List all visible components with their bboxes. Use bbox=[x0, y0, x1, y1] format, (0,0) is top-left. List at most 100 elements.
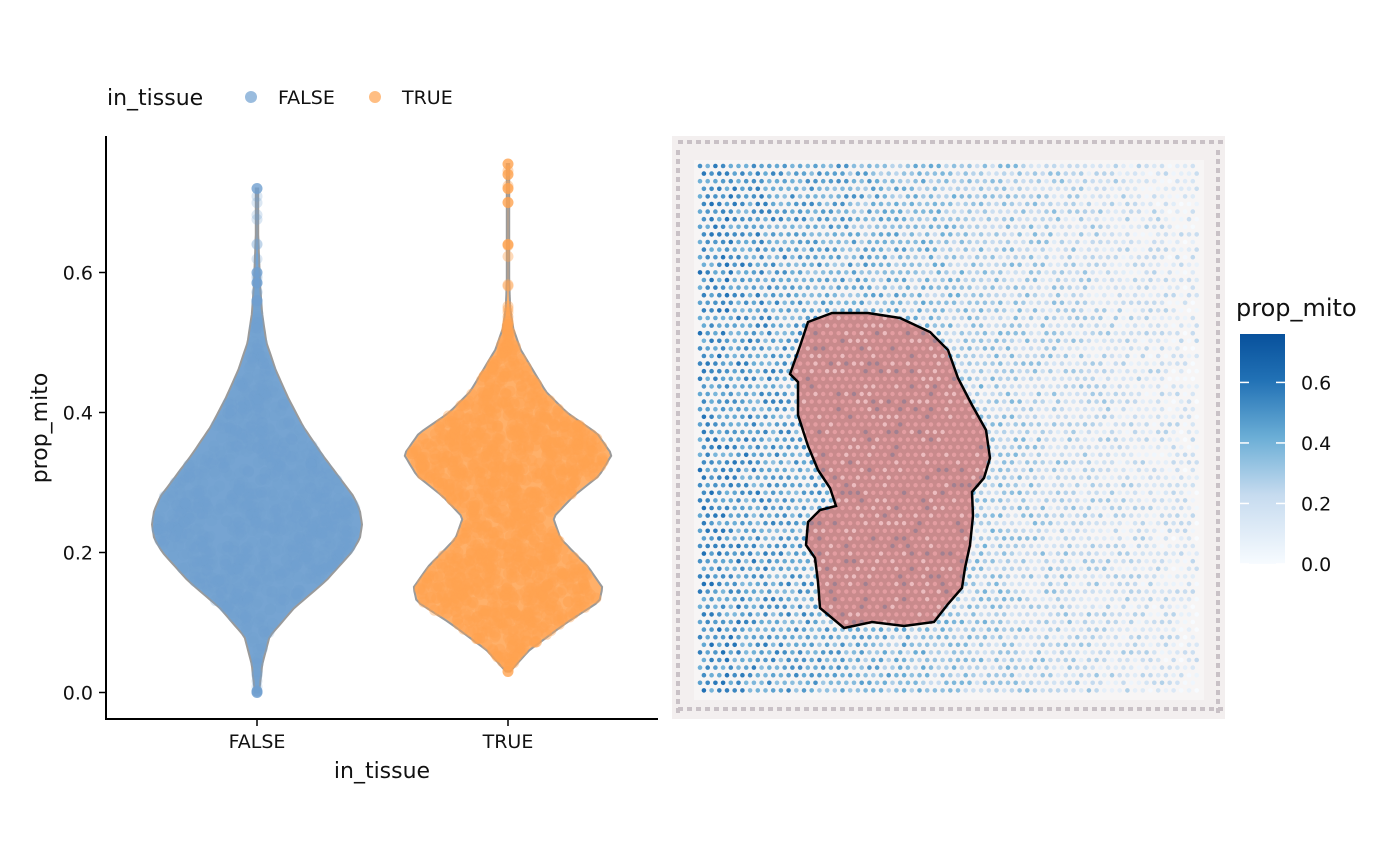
spot bbox=[767, 194, 772, 199]
spot bbox=[847, 186, 853, 192]
spot bbox=[1109, 384, 1115, 389]
spot bbox=[851, 346, 857, 351]
spot bbox=[743, 163, 749, 169]
spot bbox=[1140, 232, 1146, 237]
spot bbox=[844, 209, 849, 214]
spot bbox=[859, 300, 864, 306]
spot bbox=[801, 353, 807, 359]
spot bbox=[974, 254, 980, 260]
spot bbox=[1117, 171, 1122, 176]
fiducial-dot bbox=[1216, 528, 1220, 533]
data-point bbox=[256, 417, 268, 428]
spot bbox=[1048, 384, 1053, 389]
data-point bbox=[250, 517, 262, 529]
data-point bbox=[183, 462, 195, 474]
spot bbox=[894, 171, 899, 176]
spot bbox=[948, 399, 953, 404]
spot bbox=[944, 285, 949, 290]
spot bbox=[1144, 391, 1149, 397]
spot bbox=[1071, 368, 1076, 374]
data-point bbox=[278, 397, 290, 409]
spot bbox=[955, 384, 961, 389]
spot bbox=[1009, 201, 1015, 207]
spot bbox=[878, 262, 884, 268]
spot bbox=[894, 232, 899, 237]
spot bbox=[998, 300, 1003, 306]
data-point bbox=[416, 588, 428, 600]
spot bbox=[1102, 323, 1107, 328]
spot bbox=[1036, 209, 1042, 214]
data-point bbox=[304, 557, 315, 569]
spot bbox=[1148, 232, 1153, 237]
spot bbox=[805, 209, 811, 214]
spot bbox=[705, 300, 710, 306]
spot bbox=[767, 209, 772, 214]
data-point bbox=[290, 511, 302, 523]
fiducial-dot bbox=[687, 140, 692, 144]
spot bbox=[971, 216, 976, 222]
spot bbox=[897, 178, 903, 184]
spot bbox=[1117, 232, 1122, 237]
spot bbox=[770, 429, 776, 435]
spot bbox=[974, 300, 980, 306]
data-point bbox=[325, 561, 337, 573]
spot bbox=[836, 178, 841, 184]
data-point bbox=[270, 437, 282, 449]
spot bbox=[1009, 216, 1015, 222]
spot bbox=[809, 323, 814, 328]
spot bbox=[774, 437, 780, 442]
data-point bbox=[251, 488, 263, 500]
data-point bbox=[200, 545, 211, 557]
spot bbox=[709, 414, 714, 420]
spot bbox=[743, 194, 749, 199]
fiducial-dot bbox=[1182, 707, 1187, 711]
spot bbox=[1059, 376, 1065, 382]
fiducial-dot bbox=[786, 140, 791, 144]
spot bbox=[790, 194, 795, 199]
spot bbox=[1044, 391, 1049, 397]
spot bbox=[701, 201, 707, 207]
spot bbox=[751, 346, 757, 351]
spot bbox=[1152, 346, 1157, 351]
spot bbox=[998, 330, 1003, 336]
spot bbox=[763, 186, 768, 192]
y-tick-label: 0.4 bbox=[63, 403, 93, 425]
fiducial-dot bbox=[1056, 140, 1061, 144]
data-point bbox=[324, 500, 336, 512]
spot bbox=[770, 292, 776, 298]
spot bbox=[874, 285, 880, 290]
spot bbox=[1044, 300, 1049, 306]
spot bbox=[755, 292, 761, 298]
spot bbox=[1117, 323, 1122, 328]
spot bbox=[1163, 171, 1169, 176]
data-point bbox=[274, 524, 286, 536]
spot bbox=[801, 171, 807, 176]
spot bbox=[1005, 346, 1011, 351]
data-point bbox=[580, 465, 592, 477]
spot bbox=[763, 171, 768, 176]
spot bbox=[948, 414, 953, 419]
spot bbox=[851, 209, 857, 214]
spot bbox=[1082, 209, 1088, 214]
data-point bbox=[325, 509, 337, 521]
spot bbox=[1186, 171, 1192, 176]
fiducial-dot bbox=[676, 402, 680, 407]
data-point bbox=[166, 486, 178, 498]
legend-key-true bbox=[369, 91, 381, 103]
spot bbox=[1182, 376, 1188, 382]
spot bbox=[747, 399, 753, 404]
spot bbox=[1186, 368, 1192, 374]
spot bbox=[1009, 429, 1015, 435]
fiducial-dot bbox=[858, 140, 863, 144]
spot bbox=[755, 353, 761, 359]
spot bbox=[867, 285, 872, 290]
spot bbox=[1159, 391, 1165, 397]
data-point bbox=[288, 468, 300, 480]
spot bbox=[1094, 171, 1099, 176]
spot bbox=[955, 308, 961, 313]
spot bbox=[794, 201, 799, 207]
data-point bbox=[259, 438, 270, 450]
data-point bbox=[526, 431, 538, 443]
spot bbox=[978, 353, 984, 359]
spot bbox=[1009, 384, 1015, 389]
